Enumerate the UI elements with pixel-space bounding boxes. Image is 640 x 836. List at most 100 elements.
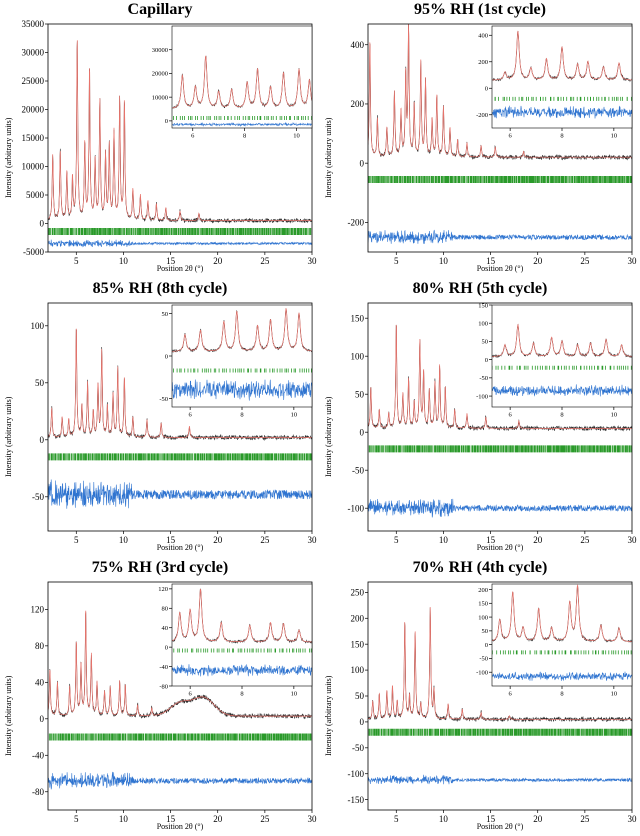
y-tick-label: 100 bbox=[478, 614, 488, 621]
y-tick-label: 150 bbox=[351, 639, 365, 649]
calculated-series-line bbox=[368, 607, 632, 720]
x-axis-label: Position 2θ (°) bbox=[476, 822, 524, 831]
x-tick-label: 25 bbox=[580, 814, 590, 824]
x-tick-label: 6 bbox=[189, 412, 193, 419]
chart-panel-70rh: 70% RH (4th cycle) Intensity (arbitrary … bbox=[320, 558, 640, 836]
y-tick-label: -5000 bbox=[23, 247, 44, 257]
y-tick-label: -50 bbox=[479, 375, 488, 382]
y-tick-label: 200 bbox=[478, 59, 488, 66]
series-group bbox=[492, 584, 632, 681]
y-tick-label: 0 bbox=[360, 158, 365, 168]
chart-panel-85rh: 85% RH (8th cycle) Intensity (arbitrary … bbox=[0, 279, 320, 557]
x-tick-label: 30 bbox=[628, 814, 638, 824]
x-tick-label: 5 bbox=[394, 814, 399, 824]
y-tick-label: -40 bbox=[32, 750, 44, 760]
y-tick-label: 250 bbox=[351, 588, 365, 598]
y-tick-label: 0 bbox=[485, 86, 488, 93]
y-tick-label: 0 bbox=[485, 642, 488, 649]
x-tick-label: 10 bbox=[611, 412, 618, 419]
series-group bbox=[492, 30, 632, 119]
main-plot: 5 10 15 20 25 30 -5000 0 5000 10000 15000 20000 2500… bbox=[22, 19, 318, 266]
y-tick-label: 50 bbox=[162, 311, 169, 318]
reflection-tick-marks bbox=[48, 228, 312, 235]
y-tick-label: 80 bbox=[35, 641, 45, 651]
inset-plot: 6 8 10 0 10000 20000 30000 bbox=[152, 25, 313, 140]
x-tick-label: 15 bbox=[166, 535, 176, 545]
x-tick-label: 5 bbox=[74, 535, 79, 545]
chart-panel-80rh: 80% RH (5th cycle) Intensity (arbitrary … bbox=[320, 279, 640, 557]
y-tick-label: 0 bbox=[360, 427, 365, 437]
difference-series-line bbox=[368, 229, 632, 244]
y-tick-label: 0 bbox=[165, 353, 168, 360]
plot-svg: 5 10 15 20 25 30 -100 -50 0 50 100 150 6 8 10 -100 -50 0 5… bbox=[348, 302, 638, 545]
chart-title: 70% RH (4th cycle) bbox=[412, 559, 548, 576]
x-tick-label: 5 bbox=[74, 814, 79, 824]
inset-plot: 6 8 10 -80 -40 0 40 80 120 bbox=[158, 583, 313, 698]
inset-plot: 6 8 10 -100 -50 0 50 100 150 200 bbox=[476, 583, 633, 698]
reflection-tick-marks bbox=[173, 116, 312, 120]
x-tick-label: 10 bbox=[439, 256, 449, 266]
y-tick-label: -50 bbox=[32, 492, 44, 502]
difference-series-line bbox=[492, 671, 632, 681]
y-tick-label: 120 bbox=[31, 605, 45, 615]
x-tick-label: 15 bbox=[486, 814, 496, 824]
y-tick-label: 400 bbox=[478, 33, 488, 40]
x-axis-label: Position 2θ (°) bbox=[156, 822, 204, 831]
y-tick-label: 200 bbox=[351, 99, 365, 109]
difference-series-line bbox=[368, 774, 632, 785]
y-tick-label: 50 bbox=[355, 389, 365, 399]
y-tick-label: -80 bbox=[159, 683, 168, 690]
inset-plot: 6 8 10 -50 0 50 bbox=[159, 304, 313, 419]
x-tick-label: 8 bbox=[560, 691, 563, 698]
y-tick-label: 50 bbox=[482, 628, 489, 635]
x-tick-label: 20 bbox=[533, 535, 543, 545]
y-tick-label: 35000 bbox=[22, 19, 45, 29]
chart-title: Capillary bbox=[127, 1, 193, 18]
y-tick-label: 400 bbox=[351, 40, 365, 50]
y-tick-label: 10000 bbox=[22, 162, 45, 172]
x-tick-label: 25 bbox=[580, 535, 590, 545]
plot-svg: 5 10 15 20 25 30 -50 0 50 100 6 8 10 -50 0 50 bbox=[31, 302, 318, 545]
y-tick-label: -200 bbox=[348, 218, 365, 228]
x-tick-label: 20 bbox=[533, 814, 543, 824]
x-tick-label: 20 bbox=[533, 256, 543, 266]
y-tick-label: 30000 bbox=[152, 47, 168, 54]
y-tick-label: 50 bbox=[35, 378, 45, 388]
y-tick-label: -40 bbox=[159, 664, 168, 671]
inset-background bbox=[492, 584, 632, 686]
y-tick-label: 150 bbox=[478, 302, 488, 309]
y-tick-label: 40 bbox=[35, 677, 45, 687]
y-tick-label: 0 bbox=[485, 357, 488, 364]
reflection-tick-marks bbox=[48, 453, 312, 461]
series-group bbox=[492, 323, 632, 397]
difference-series-line bbox=[48, 239, 312, 248]
x-tick-label: 10 bbox=[611, 691, 618, 698]
x-tick-label: 8 bbox=[560, 133, 563, 140]
y-tick-label: 20000 bbox=[152, 71, 168, 78]
x-tick-label: 20 bbox=[213, 814, 223, 824]
difference-series-line bbox=[172, 379, 312, 401]
x-tick-label: 30 bbox=[308, 535, 318, 545]
y-tick-label: -100 bbox=[348, 769, 365, 779]
x-tick-label: 20 bbox=[213, 535, 223, 545]
chart-panel-95rh: 95% RH (1st cycle) Intensity (arbitrary … bbox=[320, 0, 640, 278]
y-tick-label: 30000 bbox=[22, 48, 45, 58]
x-tick-label: 6 bbox=[509, 691, 513, 698]
y-tick-label: 100 bbox=[31, 321, 45, 331]
x-tick-label: 20 bbox=[213, 256, 223, 266]
calculated-series-line bbox=[492, 584, 632, 642]
y-tick-label: 0 bbox=[165, 644, 168, 651]
calculated-series-line bbox=[172, 55, 312, 109]
y-tick-label: 50 bbox=[355, 691, 365, 701]
reflection-tick-marks bbox=[368, 728, 632, 736]
y-tick-label: 80 bbox=[162, 606, 169, 613]
y-tick-label: 0 bbox=[165, 118, 168, 125]
x-tick-label: 5 bbox=[74, 256, 79, 266]
plot-svg: 5 10 15 20 25 30 -5000 0 5000 10000 15000 20000 2500… bbox=[22, 19, 318, 266]
y-tick-label: 25000 bbox=[22, 76, 45, 86]
series-group bbox=[368, 24, 632, 244]
series-group bbox=[172, 55, 312, 127]
y-tick-label: 120 bbox=[158, 586, 168, 593]
